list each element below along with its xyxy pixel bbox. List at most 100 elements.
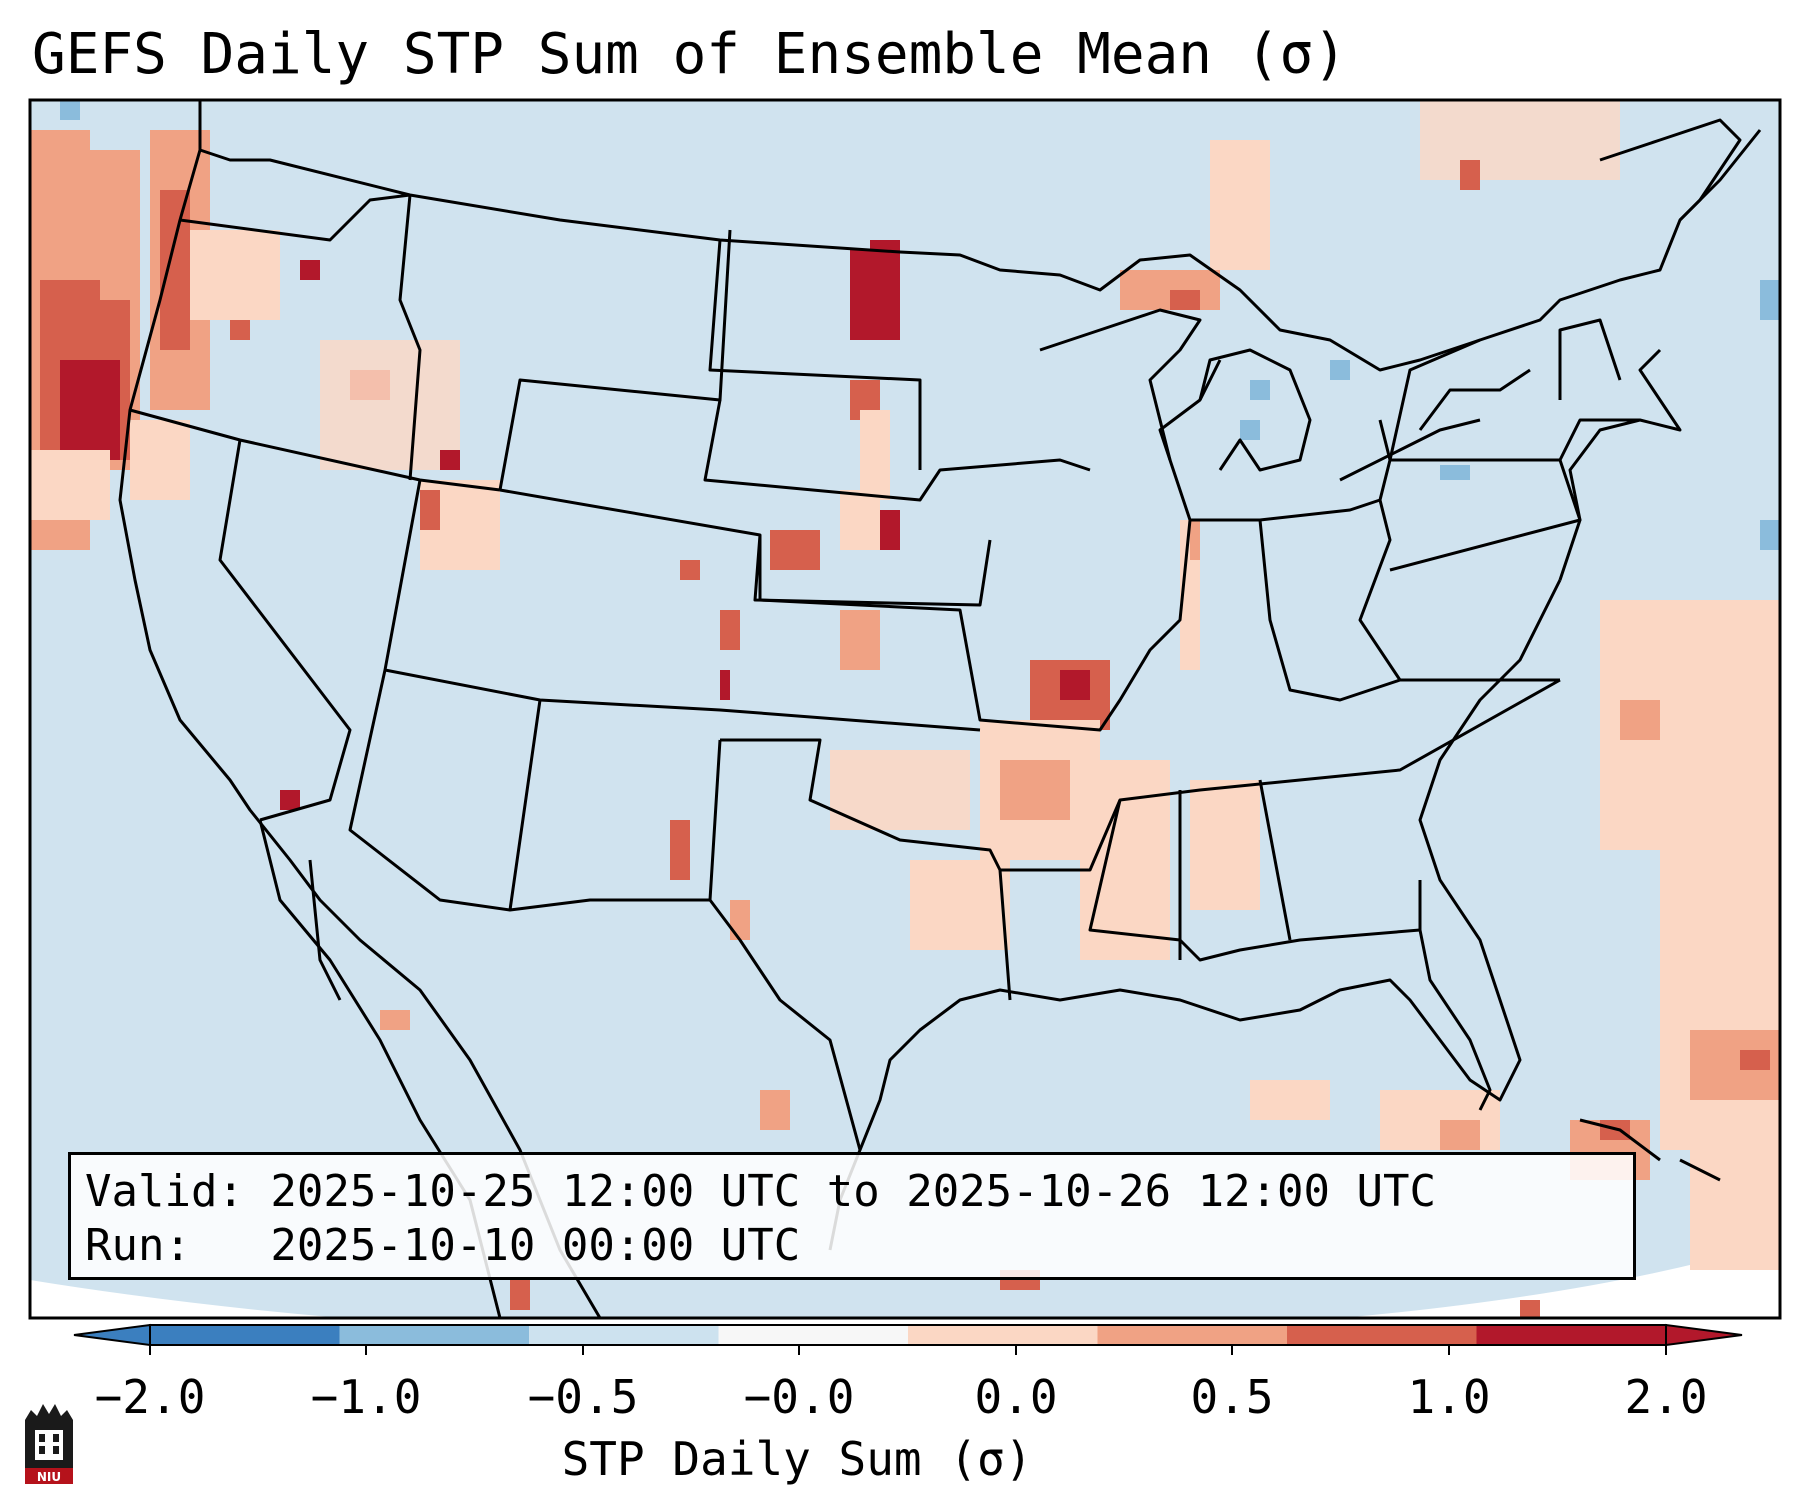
anomaly-cell <box>860 410 890 500</box>
anomaly-cell <box>670 820 690 880</box>
state-line <box>179 193 411 242</box>
anomaly-cell <box>230 320 250 340</box>
state-line <box>398 194 422 481</box>
state-line <box>1258 779 1292 941</box>
anomaly-cell <box>130 420 190 500</box>
colorbar-extend-min <box>73 1323 151 1347</box>
map-background <box>30 100 1780 1318</box>
anomaly-cell <box>1190 520 1200 560</box>
colorbar-segment <box>529 1325 719 1345</box>
state-line <box>129 408 501 492</box>
anomaly-cell <box>840 610 880 670</box>
pacific-coast <box>118 149 602 1318</box>
anomaly-field <box>30 100 1780 1318</box>
state-line <box>1558 418 1640 461</box>
anomaly-cell <box>720 670 730 700</box>
state-line <box>1258 519 1401 702</box>
anomaly-cell <box>1440 1120 1480 1150</box>
state-line <box>499 488 992 607</box>
info-box: Valid: 2025-10-25 12:00 UTC to 2025-10-2… <box>68 1152 1636 1280</box>
colorbar-segment <box>1097 1325 1288 1345</box>
colorbar-tick-label: −0.0 <box>743 1370 855 1424</box>
anomaly-cell <box>420 490 440 530</box>
colorbar-tick-label: −2.0 <box>94 1370 206 1424</box>
colorbar-frame <box>149 1324 1667 1346</box>
anomaly-cell <box>730 900 750 940</box>
anomaly-cell <box>870 240 900 270</box>
colorbar-segment <box>339 1325 530 1345</box>
colorbar-segment <box>1287 1325 1477 1345</box>
caribbean-islands <box>1579 1118 1661 1162</box>
colorbar-segment <box>150 1325 340 1345</box>
anomaly-cell <box>720 610 740 650</box>
anomaly-cell <box>1170 290 1200 310</box>
anomaly-cell <box>30 450 110 520</box>
lake-shoreline <box>1198 348 1312 472</box>
anomaly-cell <box>680 560 700 580</box>
anomaly-cell <box>1690 1150 1780 1270</box>
anomaly-cell <box>60 100 80 120</box>
outside-projection-area <box>30 1240 1780 1318</box>
baja-california <box>308 859 342 1001</box>
lake-shoreline <box>1418 368 1531 431</box>
state-line <box>1358 499 1560 682</box>
colorbar-tick-label: 2.0 <box>1624 1370 1708 1424</box>
anomaly-cell <box>440 450 460 470</box>
colorbar-segment <box>718 1325 909 1345</box>
anomaly-cell <box>60 360 120 460</box>
anomaly-cell <box>1000 760 1070 820</box>
anomaly-cell <box>1240 420 1260 440</box>
anomaly-cell <box>1250 380 1270 400</box>
state-line <box>1558 318 1622 400</box>
state-line <box>703 399 1091 502</box>
colorbar-extend-max <box>1665 1323 1743 1347</box>
state-line <box>218 439 352 822</box>
political-boundaries <box>118 100 1762 1318</box>
state-line <box>758 519 1192 732</box>
colorbar-tick-label: 0.0 <box>974 1370 1058 1424</box>
state-line <box>1158 359 1222 521</box>
colorbar-tick-label: −1.0 <box>310 1370 422 1424</box>
anomaly-cell <box>840 490 880 550</box>
state-line <box>1000 678 1561 872</box>
anomaly-cell <box>1210 140 1270 270</box>
colorbar-label: STP Daily Sum (σ) <box>561 1432 1033 1486</box>
anomaly-cell <box>1440 465 1470 480</box>
anomaly-cell <box>190 230 280 320</box>
northern-border <box>198 100 1762 372</box>
state-line <box>498 229 732 491</box>
coastline <box>1599 118 1742 222</box>
anomaly-cell <box>830 750 970 830</box>
anomaly-cell <box>160 190 190 350</box>
anomaly-cell <box>280 790 300 810</box>
colorbar <box>73 1323 1743 1355</box>
anomaly-cell <box>300 260 320 280</box>
lake-shoreline <box>1039 308 1202 461</box>
anomaly-cell <box>1760 280 1780 320</box>
anomaly-cell <box>1620 700 1660 740</box>
map-title: GEFS Daily STP Sum of Ensemble Mean (σ) <box>32 22 1347 87</box>
colorbar-segment <box>1476 1325 1667 1345</box>
state-line <box>708 899 862 1151</box>
colorbar-tick-label: 0.5 <box>1190 1370 1274 1424</box>
anomaly-cell <box>1460 160 1480 190</box>
anomaly-cell <box>1520 1300 1540 1318</box>
anomaly-cell <box>880 510 900 550</box>
state-line <box>708 239 922 470</box>
anomaly-cell <box>320 340 460 470</box>
valid-time-text: Valid: 2025-10-25 12:00 UTC to 2025-10-2… <box>85 1166 1437 1217</box>
state-line <box>348 669 511 912</box>
anomaly-cell <box>1420 100 1620 180</box>
run-time-text: Run: 2025-10-10 00:00 UTC <box>85 1220 801 1271</box>
caribbean-islands <box>1679 1158 1721 1182</box>
state-line <box>508 699 722 912</box>
anomaly-cell <box>1190 780 1260 910</box>
colorbar-segment <box>908 1325 1098 1345</box>
state-line <box>1088 799 1422 962</box>
anomaly-cell <box>1330 360 1350 380</box>
state-line <box>1190 419 1392 522</box>
colorbar-tick-label: −0.5 <box>527 1370 639 1424</box>
state-line <box>1388 338 1481 461</box>
